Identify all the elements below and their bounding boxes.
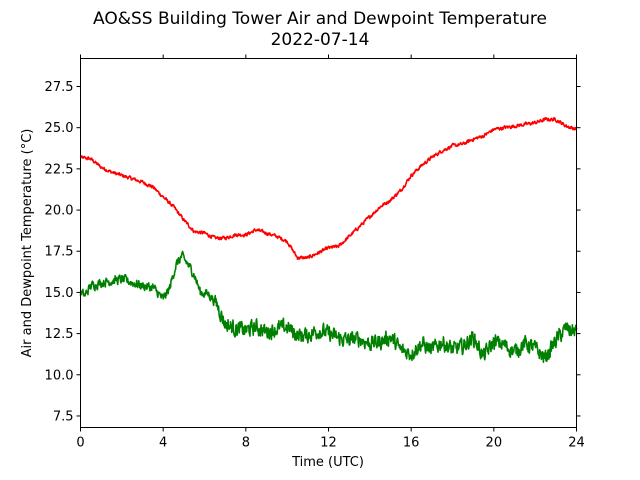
chart-title: AO&SS Building Tower Air and Dewpoint Te… [93, 9, 547, 29]
y-tick-label-3: 15.0 [45, 286, 74, 301]
y-axis-label: Air and Dewpoint Temperature (°C) [20, 129, 35, 358]
y-tick-label-6: 22.5 [45, 162, 74, 177]
plot-frame [80, 58, 577, 428]
chart-subtitle: 2022-07-14 [271, 30, 370, 50]
x-tick-label-1: 4 [159, 436, 167, 451]
y-tick-label-1: 10.0 [45, 368, 74, 383]
plot-lines [79, 116, 578, 363]
x-tick-label-6: 24 [568, 436, 585, 451]
x-tick-label-5: 20 [486, 436, 503, 451]
x-tick-label-2: 8 [242, 436, 250, 451]
y-tick-label-8: 27.5 [45, 80, 74, 95]
x-tick-label-3: 12 [320, 436, 337, 451]
series-line-1 [79, 250, 578, 363]
y-tick-label-5: 20.0 [45, 204, 74, 219]
y-tick-label-2: 12.5 [45, 327, 74, 342]
x-tick-label-0: 0 [76, 436, 84, 451]
y-tick-label-4: 17.5 [45, 245, 74, 260]
y-tick-label-7: 25.0 [45, 121, 74, 136]
y-tick-label-0: 7.5 [53, 409, 74, 424]
series-line-0 [79, 116, 578, 260]
x-tick-label-4: 16 [403, 436, 420, 451]
x-axis-label: Time (UTC) [291, 455, 364, 470]
y-axis: 7.5 10.0 12.5 15.0 17.5 20.0 22.5 25.0 27.5 [45, 80, 581, 424]
x-axis: 0 4 8 12 16 20 24 [76, 54, 585, 451]
